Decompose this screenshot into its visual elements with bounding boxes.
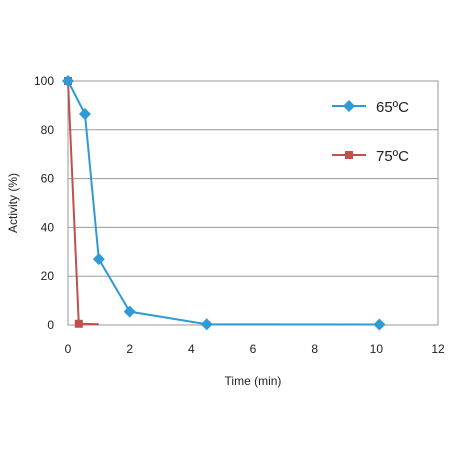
legend-label: 65ºC (376, 99, 409, 116)
legend-label: 75ºC (376, 148, 409, 165)
data-point (200, 318, 213, 331)
y-tick-label: 0 (47, 318, 54, 332)
y-tick-label: 80 (41, 123, 55, 137)
x-tick-label: 12 (431, 342, 445, 356)
legend-item-2: 75ºC (332, 148, 409, 165)
y-tick-labels: 0 20 40 60 80 100 (34, 74, 54, 332)
x-tick-label: 8 (311, 342, 318, 356)
legend-marker (345, 151, 353, 159)
data-point (373, 318, 386, 331)
y-tick-label: 60 (41, 172, 55, 186)
x-tick-labels: 0 2 4 6 8 10 12 (65, 342, 445, 356)
data-point (78, 107, 91, 120)
y-tick-label: 20 (41, 269, 55, 283)
x-tick-label: 2 (126, 342, 133, 356)
data-point (74, 319, 83, 328)
series-layer (62, 75, 386, 331)
x-tick-label: 6 (250, 342, 257, 356)
x-axis-title: Time (min) (225, 374, 282, 388)
y-axis-title: Activity (%) (6, 173, 20, 233)
x-tick-label: 4 (188, 342, 195, 356)
x-tick-label: 0 (65, 342, 72, 356)
legend-item-1: 65ºC (332, 99, 409, 116)
data-point (123, 305, 136, 318)
series-1 (62, 75, 386, 331)
legend-marker (343, 100, 355, 112)
x-tick-label: 10 (370, 342, 384, 356)
y-tick-label: 40 (41, 220, 55, 234)
series-1-line (67, 80, 380, 326)
data-point (62, 75, 74, 87)
data-point (92, 253, 105, 266)
y-tick-label: 100 (34, 74, 54, 88)
legend: 65ºC 75ºC (332, 99, 409, 165)
